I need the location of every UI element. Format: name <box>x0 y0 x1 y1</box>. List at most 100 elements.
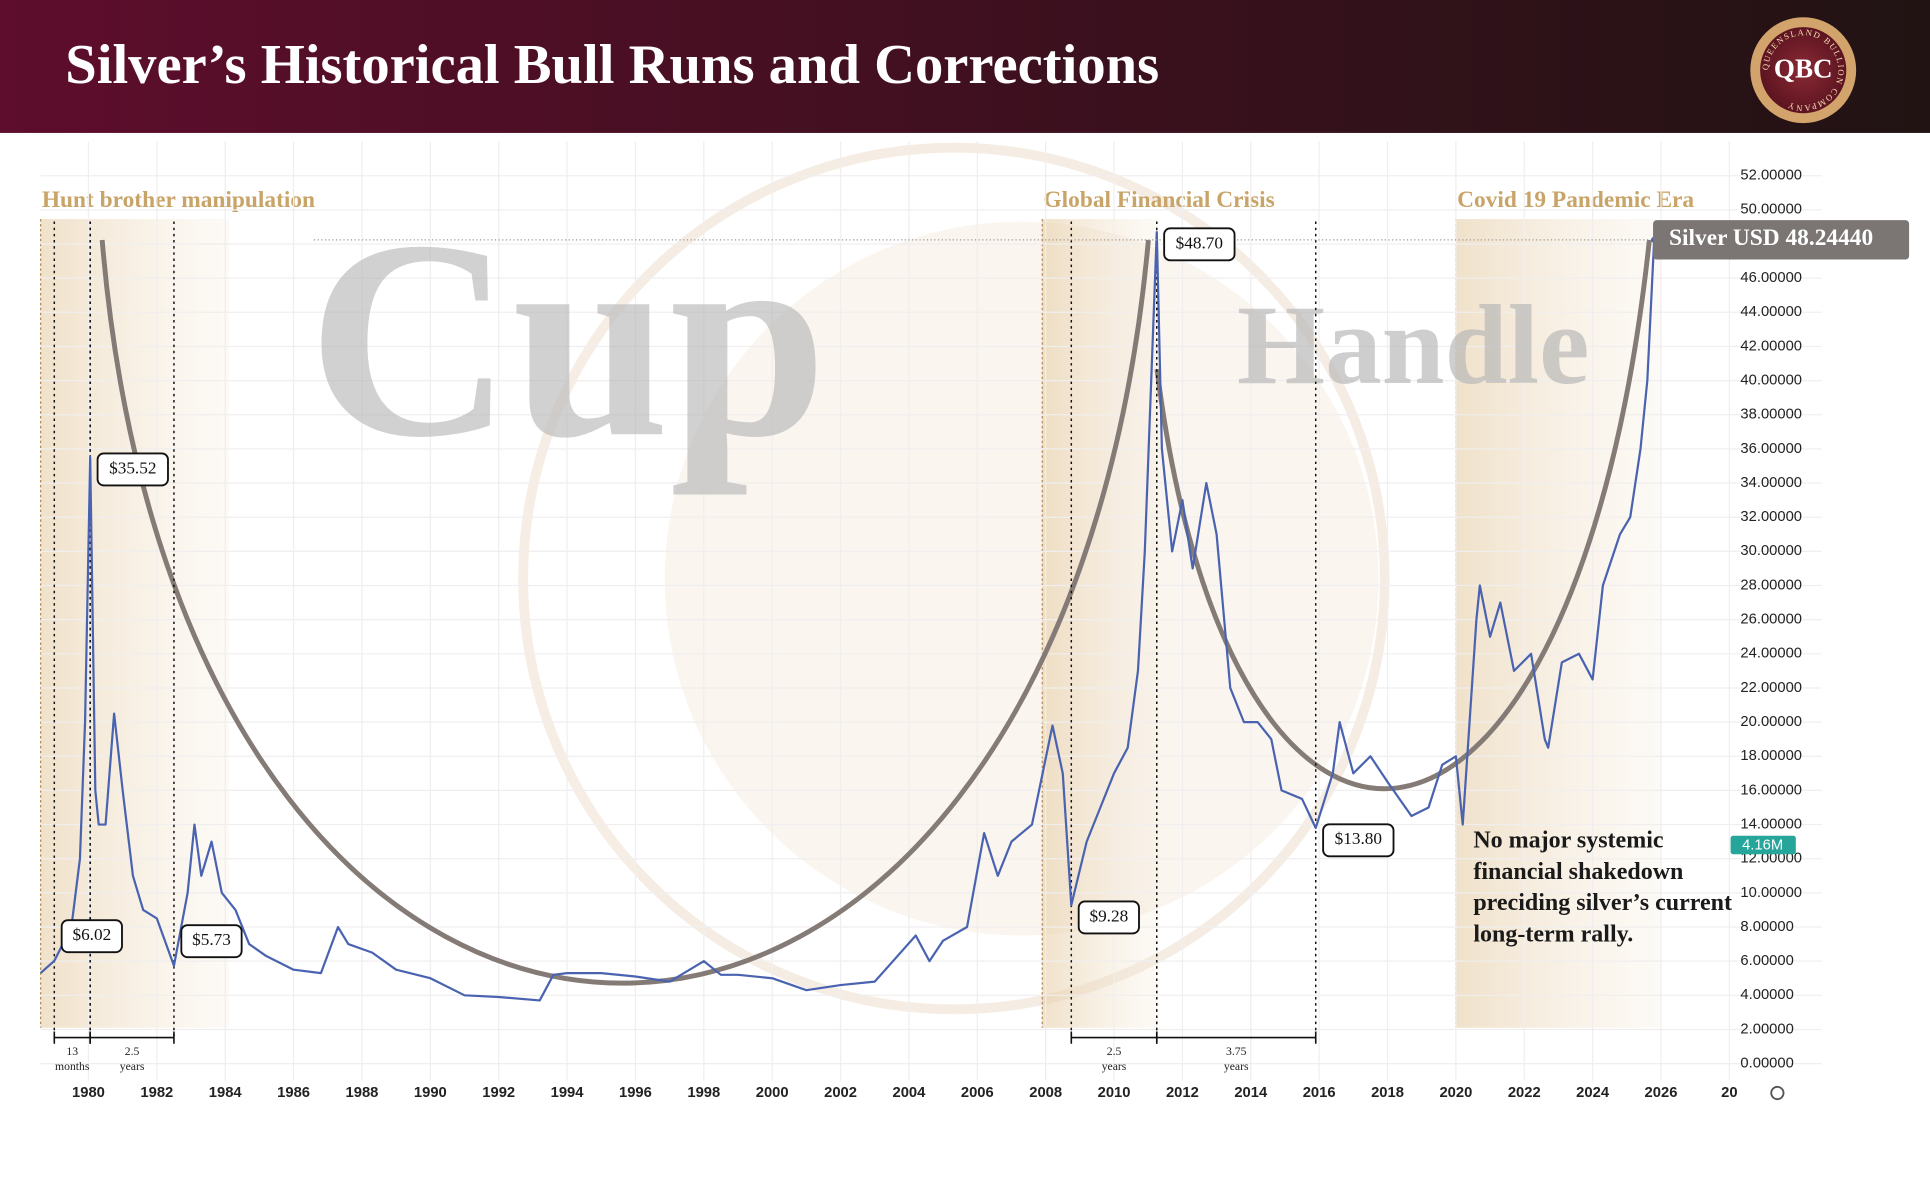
volume-label: 4.16M <box>1742 837 1783 853</box>
band-title: Global Financial Crisis <box>1043 187 1274 213</box>
y-tick-label: 40.00000 <box>1740 373 1802 389</box>
x-tick-label: 1982 <box>140 1085 173 1101</box>
price-label: $35.52 <box>109 458 156 477</box>
y-tick-label: 32.00000 <box>1740 509 1802 525</box>
x-tick-label: 2016 <box>1303 1085 1336 1101</box>
price-label-box <box>96 452 169 487</box>
price-label-box <box>1163 227 1236 262</box>
y-tick-label: 14.00000 <box>1740 816 1802 832</box>
price-label: $13.80 <box>1335 829 1382 848</box>
period-label: 3.75 <box>1226 1045 1247 1058</box>
handle-curve <box>1154 239 1652 792</box>
x-tick-label: 2012 <box>1166 1085 1199 1101</box>
x-tick-label: 2024 <box>1576 1085 1610 1101</box>
x-tick-label: 1998 <box>687 1085 720 1101</box>
x-tick-label: 1994 <box>551 1085 585 1101</box>
price-label-box <box>60 919 123 954</box>
y-tick-label: 42.00000 <box>1740 338 1802 354</box>
price-line <box>39 230 1656 1002</box>
x-tick-label: 2014 <box>1234 1085 1268 1101</box>
x-tick-label: 2002 <box>824 1085 857 1101</box>
x-tick-label: 1984 <box>209 1085 243 1101</box>
x-tick-label: 1990 <box>414 1085 447 1101</box>
x-tick-label: 1980 <box>72 1085 105 1101</box>
x-tick-label: 2022 <box>1508 1085 1541 1101</box>
cup-curve <box>99 239 1151 986</box>
price-label: $5.73 <box>192 930 231 949</box>
x-tick-label: 2004 <box>892 1085 926 1101</box>
y-tick-label: 4.00000 <box>1740 987 1793 1003</box>
band-title: Hunt brother manipulation <box>42 187 315 213</box>
x-tick-label: 2026 <box>1645 1085 1678 1101</box>
period-label: years <box>1102 1060 1127 1073</box>
y-tick-label: 16.00000 <box>1740 782 1802 798</box>
x-tick-label: 2008 <box>1029 1085 1062 1101</box>
x-tick-label: 2000 <box>756 1085 789 1101</box>
y-tick-label: 52.00000 <box>1740 168 1802 184</box>
watermark-disc <box>664 221 1379 936</box>
period-label: 13 <box>66 1045 78 1058</box>
price-label: $9.28 <box>1089 906 1128 925</box>
period-bracket <box>89 1031 175 1044</box>
header-bar <box>0 0 1930 133</box>
price-label-box <box>1077 900 1140 935</box>
y-tick-label: 6.00000 <box>1740 953 1793 969</box>
y-tick-label: 18.00000 <box>1740 748 1802 764</box>
plot: 13 months 2.5 years 2.5 years 3.75 years Silver … <box>39 220 1910 1073</box>
page-title: Silver’s Historical Bull Runs and Correc… <box>65 34 1159 96</box>
price-label: $6.02 <box>72 925 111 944</box>
y-tick-label: 12.00000 <box>1740 851 1802 867</box>
period-bracket <box>1155 1031 1317 1044</box>
x-tick-label: 2018 <box>1371 1085 1404 1101</box>
x-tick-label: 2006 <box>961 1085 994 1101</box>
period-label: years <box>120 1060 145 1073</box>
period-label: years <box>1224 1060 1249 1073</box>
grid: 0.00000 2.00000 4.00000 6.00000 8.00000 10.00… <box>40 141 1822 1101</box>
x-tick-label: 1986 <box>277 1085 310 1101</box>
y-tick-label: 0.00000 <box>1740 1056 1793 1072</box>
note-line: long-term rally. <box>1473 922 1633 948</box>
y-tick-label: 38.00000 <box>1740 407 1802 423</box>
price-label: $48.70 <box>1176 233 1223 252</box>
period-label: 2.5 <box>125 1045 140 1058</box>
x-tick-label: 1996 <box>619 1085 652 1101</box>
band <box>40 219 229 1028</box>
x-tick-label: 2010 <box>1098 1085 1131 1101</box>
x-tick-label: 2020 <box>1439 1085 1472 1101</box>
y-tick-label: 8.00000 <box>1740 919 1793 935</box>
period-label: 2.5 <box>1107 1045 1122 1058</box>
x-tick-label: 1992 <box>482 1085 515 1101</box>
settings-icon[interactable] <box>1770 1085 1785 1101</box>
y-tick-label: 50.00000 <box>1740 202 1802 218</box>
y-tick-label: 28.00000 <box>1740 577 1802 593</box>
note-line: preciding silver’s current <box>1473 890 1732 916</box>
y-tick-label: 34.00000 <box>1740 475 1802 491</box>
y-tick-label: 24.00000 <box>1740 646 1802 662</box>
y-tick-label: 46.00000 <box>1740 270 1802 286</box>
period-bracket <box>53 1031 91 1044</box>
cup-label: Cup <box>308 183 827 496</box>
y-tick-label: 20.00000 <box>1740 714 1802 730</box>
x-tick-label: 20 <box>1721 1085 1737 1101</box>
band-title: Covid 19 Pandemic Era <box>1457 187 1694 213</box>
logo-inner <box>1760 27 1847 114</box>
y-tick-label: 44.00000 <box>1740 304 1802 320</box>
price-label-box <box>1322 823 1395 858</box>
y-tick-label: 2.00000 <box>1740 1021 1793 1037</box>
watermark-ring <box>518 142 1390 1015</box>
watermark <box>518 142 1390 1015</box>
volume-badge <box>1730 835 1796 855</box>
x-tick-label: 1988 <box>346 1085 379 1101</box>
y-tick-label: 36.00000 <box>1740 441 1802 457</box>
y-tick-label: 22.00000 <box>1740 680 1802 696</box>
price-label-box <box>180 924 243 959</box>
current-price-label: Silver USD 48.24440 <box>1669 225 1873 251</box>
note-line: No major systemic <box>1473 827 1664 853</box>
y-tick-label: 30.00000 <box>1740 543 1802 559</box>
note-line: financial shakedown <box>1473 859 1683 885</box>
logo-mark: QBC <box>1774 54 1833 84</box>
current-price-tag <box>1653 220 1910 260</box>
period-label: months <box>55 1060 90 1073</box>
